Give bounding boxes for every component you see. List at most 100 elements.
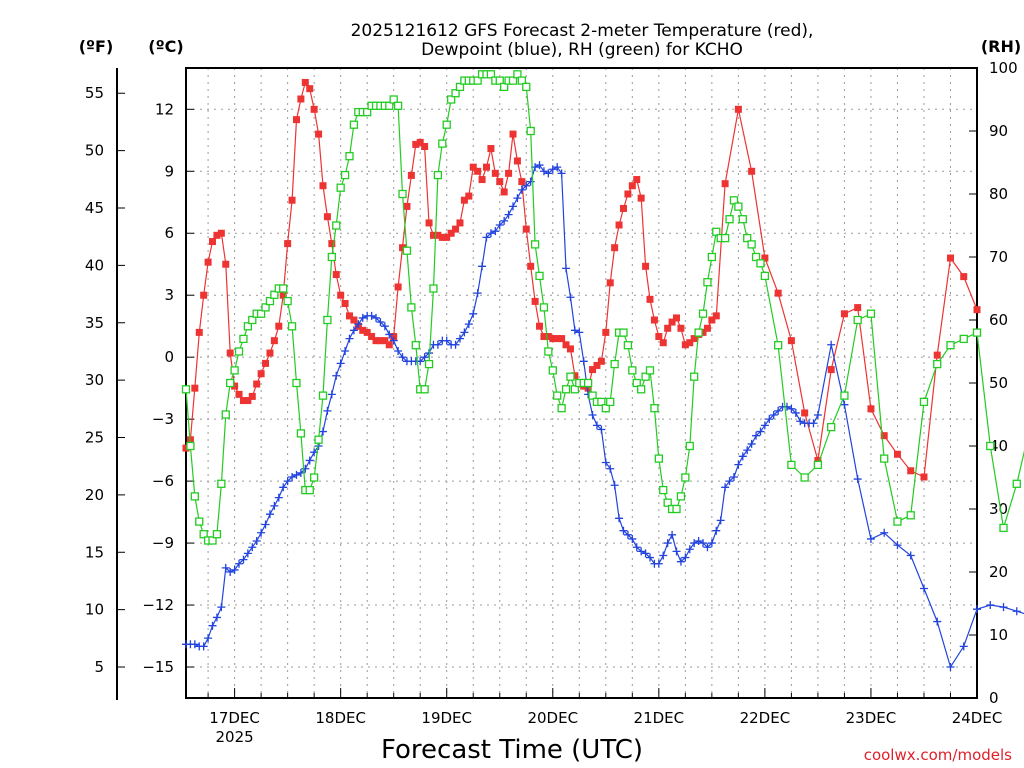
rh-point bbox=[402, 246, 412, 255]
dewpoint-point bbox=[504, 210, 513, 219]
dewpoint-line bbox=[186, 164, 1024, 669]
temperature-line bbox=[185, 81, 978, 478]
temperature-point bbox=[602, 328, 610, 336]
dewpoint-series bbox=[182, 161, 1024, 672]
rh-point bbox=[933, 359, 942, 369]
chart-title-line-1: 2025121612 GFS Forecast 2-meter Temperat… bbox=[351, 21, 814, 41]
rh-point bbox=[566, 372, 575, 381]
dewpoint-point bbox=[420, 353, 429, 362]
rh-point bbox=[292, 378, 301, 388]
dewpoint-point bbox=[597, 425, 606, 434]
temperature-point bbox=[363, 328, 371, 336]
dewpoint-point bbox=[385, 330, 394, 339]
dewpoint-point bbox=[553, 163, 562, 172]
rh-point bbox=[734, 202, 743, 211]
dewpoint-point bbox=[853, 475, 862, 484]
rh-point bbox=[539, 303, 549, 312]
rh-point bbox=[433, 170, 443, 180]
temperature-point bbox=[381, 337, 389, 345]
dewpoint-point bbox=[517, 185, 526, 194]
temperature-point bbox=[496, 178, 504, 186]
temperature-point bbox=[540, 333, 548, 341]
temperature-point bbox=[549, 335, 557, 343]
rh-point bbox=[305, 485, 314, 495]
dewpoint-point bbox=[301, 464, 310, 473]
rh-point bbox=[623, 341, 633, 350]
fahrenheit-tick-label: 20 bbox=[85, 486, 104, 504]
fahrenheit-tick-label: 50 bbox=[85, 142, 104, 160]
rh-point bbox=[530, 240, 540, 249]
dewpoint-point bbox=[575, 328, 584, 337]
dewpoint-point bbox=[212, 613, 221, 622]
rh-point bbox=[606, 397, 615, 407]
rh-point bbox=[725, 215, 734, 224]
dewpoint-point bbox=[199, 642, 208, 651]
celsius-tick-label: 3 bbox=[164, 286, 174, 304]
dewpoint-point bbox=[592, 421, 601, 430]
dewpoint-point bbox=[522, 181, 531, 190]
dewpoint-point bbox=[341, 346, 350, 355]
dewpoint-point bbox=[919, 584, 928, 593]
dewpoint-point bbox=[544, 169, 553, 178]
dewpoint-point bbox=[239, 555, 248, 564]
temperature-point bbox=[341, 299, 349, 307]
dewpoint-point bbox=[455, 334, 464, 343]
temperature-point bbox=[518, 178, 526, 186]
temperature-point bbox=[558, 335, 566, 343]
rh-point bbox=[659, 485, 668, 495]
temperature-point bbox=[946, 254, 954, 262]
rh-point bbox=[840, 391, 849, 400]
temperature-point bbox=[611, 244, 619, 252]
temperature-point bbox=[191, 384, 199, 392]
dewpoint-point bbox=[566, 293, 575, 302]
rh-point bbox=[632, 378, 641, 388]
dewpoint-point bbox=[1012, 607, 1021, 616]
temperature-point bbox=[907, 467, 915, 475]
rh-point bbox=[756, 259, 765, 268]
temperature-point bbox=[854, 304, 862, 312]
dewpoint-point bbox=[535, 161, 544, 170]
temperature-point bbox=[589, 366, 597, 374]
temperature-point bbox=[270, 337, 278, 345]
rh-point bbox=[986, 441, 995, 451]
dewpoint-point bbox=[747, 439, 756, 448]
rh-point bbox=[853, 315, 862, 325]
temperature-point bbox=[447, 229, 455, 237]
rh-point bbox=[513, 70, 522, 79]
temperature-point bbox=[385, 341, 393, 349]
temperature-point bbox=[266, 349, 274, 357]
rh-point bbox=[800, 473, 809, 482]
rh-point bbox=[234, 347, 244, 356]
temperature-point bbox=[235, 390, 243, 398]
dewpoint-point bbox=[526, 177, 535, 186]
rh-point bbox=[508, 76, 518, 85]
temperature-point bbox=[880, 432, 888, 440]
temperature-point bbox=[359, 326, 367, 334]
dewpoint-point bbox=[367, 311, 376, 320]
dewpoint-point bbox=[482, 233, 491, 242]
dewpoint-point bbox=[606, 464, 615, 473]
dewpoint-point bbox=[398, 353, 407, 362]
rh-point bbox=[548, 366, 557, 375]
temperature-point bbox=[566, 345, 574, 353]
temperature-point bbox=[425, 219, 433, 227]
temperature-point bbox=[505, 169, 513, 177]
rh-point bbox=[698, 309, 708, 318]
temperature-point bbox=[213, 231, 221, 239]
temperature-point bbox=[513, 157, 521, 165]
temperature-point bbox=[257, 370, 265, 378]
rh-point bbox=[663, 498, 672, 507]
rh-point bbox=[561, 385, 571, 394]
temperature-point bbox=[628, 182, 636, 190]
celsius-tick-label: −15 bbox=[142, 658, 174, 676]
rh-point bbox=[654, 454, 663, 463]
temperature-point bbox=[531, 297, 539, 305]
dewpoint-point bbox=[946, 663, 955, 672]
x-axis-title: Forecast Time (UTC) bbox=[381, 735, 643, 765]
temperature-point bbox=[200, 291, 208, 299]
temperature-point bbox=[500, 188, 508, 196]
temperature-point bbox=[527, 262, 535, 270]
dewpoint-point bbox=[615, 514, 624, 523]
temperature-point bbox=[920, 473, 928, 481]
